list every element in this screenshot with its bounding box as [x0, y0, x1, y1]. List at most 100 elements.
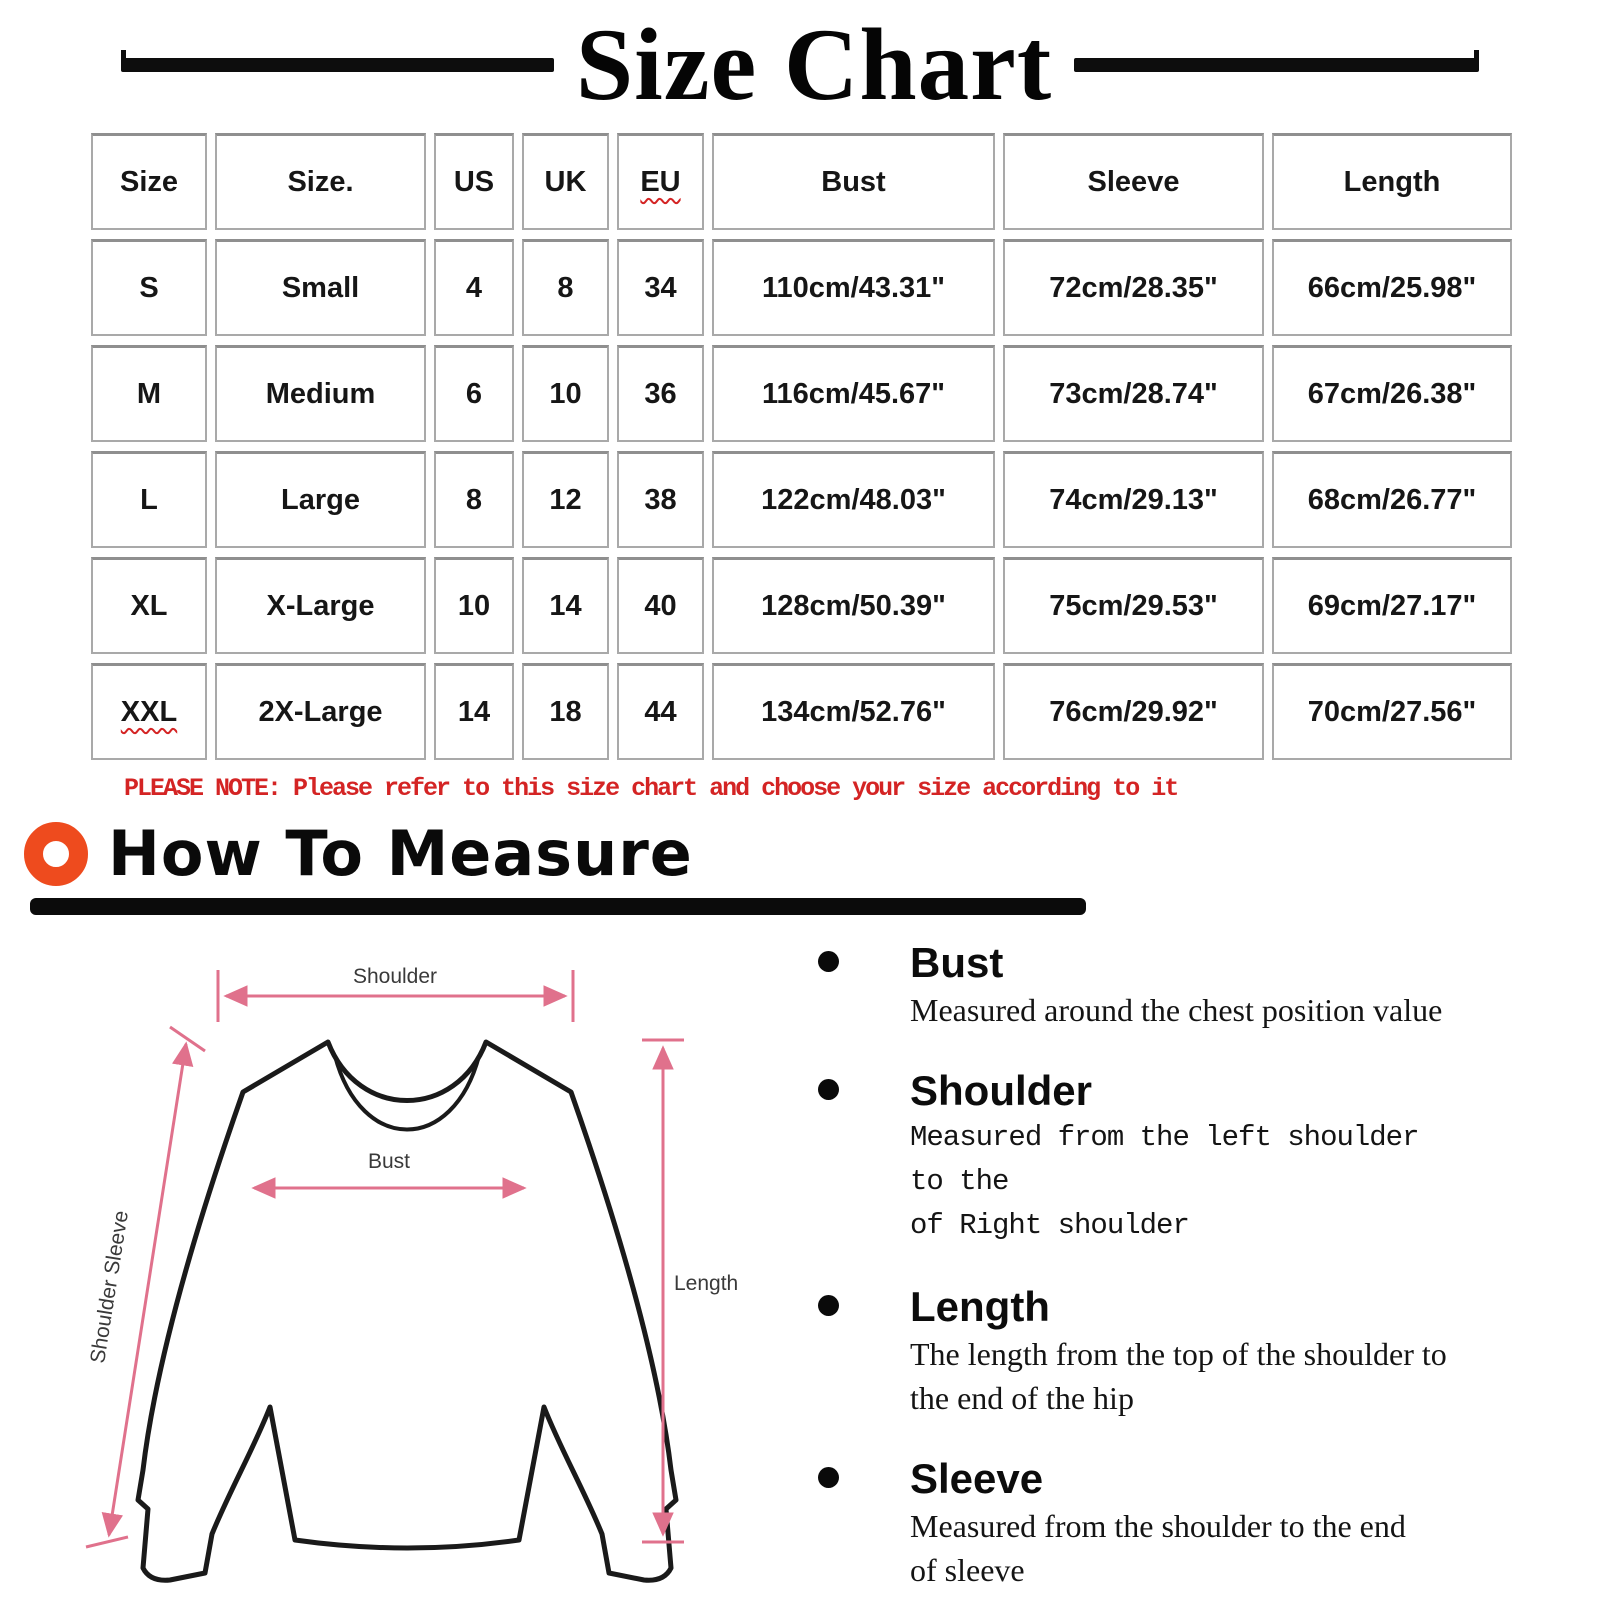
cell: 2X-Large — [215, 663, 426, 760]
cell: 72cm/28.35" — [1003, 239, 1264, 336]
collar-inner-line — [333, 1055, 481, 1132]
size-table: Size Size. US UK EU Bust Sleeve Length S… — [83, 124, 1520, 769]
item-label: Length — [910, 1283, 1050, 1330]
cell: 134cm/52.76" — [712, 663, 995, 760]
item-description-line: of Right shoulder — [910, 1209, 1190, 1242]
item-description-line: The length from the top of the shoulder … — [910, 1336, 1447, 1372]
header-cell-size: Size — [91, 133, 207, 230]
bullet-icon — [818, 1295, 839, 1316]
item-label: Sleeve — [910, 1455, 1044, 1502]
sweater-measure-diagram: Shoulder Bust Length Shoulder Sleeve — [85, 965, 738, 1583]
measure-heading: How To Measure — [108, 817, 693, 890]
cell: 6 — [434, 345, 514, 442]
shoulder-arrow: Shoulder — [216, 965, 575, 1022]
bust-arrow-label: Bust — [368, 1150, 410, 1173]
header-cell-uk: UK — [522, 133, 609, 230]
header-cell-bust: Bust — [712, 133, 995, 230]
item-label: Bust — [910, 939, 1004, 986]
header-cell-size-name: Size. — [215, 133, 426, 230]
cell: 8 — [434, 451, 514, 548]
bullet-icon — [818, 1079, 839, 1100]
header-cell-sleeve: Sleeve — [1003, 133, 1264, 230]
cell: 128cm/50.39" — [712, 557, 995, 654]
item-description-line: Measured from the left shoulder to the — [910, 1121, 1420, 1198]
header-cell-length: Length — [1272, 133, 1512, 230]
cell: 74cm/29.13" — [1003, 451, 1264, 548]
cell: 38 — [617, 451, 704, 548]
header-label: Size — [119, 165, 179, 198]
cell: M — [91, 345, 207, 442]
title-decoration-bar-left — [120, 50, 554, 72]
cell: 70cm/27.56" — [1272, 663, 1512, 760]
size-note: PLEASE NOTE: Please refer to this size c… — [124, 774, 1179, 803]
cell: 12 — [522, 451, 609, 548]
cell: Small — [215, 239, 426, 336]
cell: 69cm/27.17" — [1272, 557, 1512, 654]
header-label: UK — [544, 165, 587, 198]
cell: XL — [91, 557, 207, 654]
measure-heading-underline — [30, 898, 1086, 915]
cell: 10 — [434, 557, 514, 654]
list-item-bust: Bust Measured around the chest position … — [806, 938, 1466, 1032]
cell: 68cm/26.77" — [1272, 451, 1512, 548]
cell: Large — [215, 451, 426, 548]
cell: 110cm/43.31" — [712, 239, 995, 336]
donut-circle-icon — [24, 822, 88, 886]
table-row-m: M Medium 6 10 36 116cm/45.67" 73cm/28.74… — [91, 345, 1512, 442]
cell: 73cm/28.74" — [1003, 345, 1264, 442]
list-item-sleeve: Sleeve Measured from the shoulder to the… — [806, 1454, 1466, 1592]
bullet-icon — [818, 1467, 839, 1488]
cell: Medium — [215, 345, 426, 442]
item-description-line: of sleeve — [910, 1552, 1025, 1588]
cell: 8 — [522, 239, 609, 336]
cell: 44 — [617, 663, 704, 760]
length-arrow: Length — [642, 1038, 738, 1544]
title-decoration-bar-right — [1074, 50, 1480, 72]
list-item-shoulder: Shoulder Measured from the left shoulder… — [806, 1066, 1466, 1248]
cell: 122cm/48.03" — [712, 451, 995, 548]
shoulder-sleeve-arrow-label: Shoulder Sleeve — [86, 1209, 133, 1365]
header-cell-eu: EU — [617, 133, 704, 230]
cell: 67cm/26.38" — [1272, 345, 1512, 442]
cell: 76cm/29.92" — [1003, 663, 1264, 760]
page-title: Size Chart — [575, 7, 1053, 122]
cell: 4 — [434, 239, 514, 336]
header-label: Length — [1343, 165, 1441, 198]
item-label: Shoulder — [910, 1067, 1093, 1114]
cell: S — [91, 239, 207, 336]
cell: 116cm/45.67" — [712, 345, 995, 442]
header-cell-us: US — [434, 133, 514, 230]
cell: 14 — [522, 557, 609, 654]
bullet-icon — [818, 951, 839, 972]
cell: XXL — [91, 663, 207, 760]
item-description-line: the end of the hip — [910, 1380, 1134, 1416]
cell: L — [91, 451, 207, 548]
size-table-header: Size Size. US UK EU Bust Sleeve Length — [91, 133, 1512, 230]
measure-header: How To Measure — [24, 822, 693, 886]
header-label: Sleeve — [1087, 165, 1180, 198]
table-row-xxl: XXL 2X-Large 14 18 44 134cm/52.76" 76cm/… — [91, 663, 1512, 760]
cell: 36 — [617, 345, 704, 442]
sweater-outline — [135, 1039, 679, 1583]
cell: 75cm/29.53" — [1003, 557, 1264, 654]
cell: 40 — [617, 557, 704, 654]
table-row-s: S Small 4 8 34 110cm/43.31" 72cm/28.35" … — [91, 239, 1512, 336]
item-description-line: Measured from the shoulder to the end — [910, 1508, 1406, 1544]
length-arrow-label: Length — [674, 1272, 738, 1295]
bust-arrow: Bust — [251, 1150, 527, 1199]
header-label: Bust — [821, 165, 886, 198]
cell: X-Large — [215, 557, 426, 654]
title-row: Size Chart — [0, 6, 1600, 124]
list-item-length: Length The length from the top of the sh… — [806, 1282, 1466, 1420]
cell-label: XXL — [120, 695, 178, 728]
cell: 66cm/25.98" — [1272, 239, 1512, 336]
cell: 10 — [522, 345, 609, 442]
cell: 34 — [617, 239, 704, 336]
header-label: Size. — [287, 165, 354, 198]
header-label: US — [453, 165, 495, 198]
cell: 18 — [522, 663, 609, 760]
shoulder-arrow-label: Shoulder — [353, 965, 437, 988]
item-description-line: Measured around the chest position value — [910, 992, 1443, 1028]
cell: 14 — [434, 663, 514, 760]
